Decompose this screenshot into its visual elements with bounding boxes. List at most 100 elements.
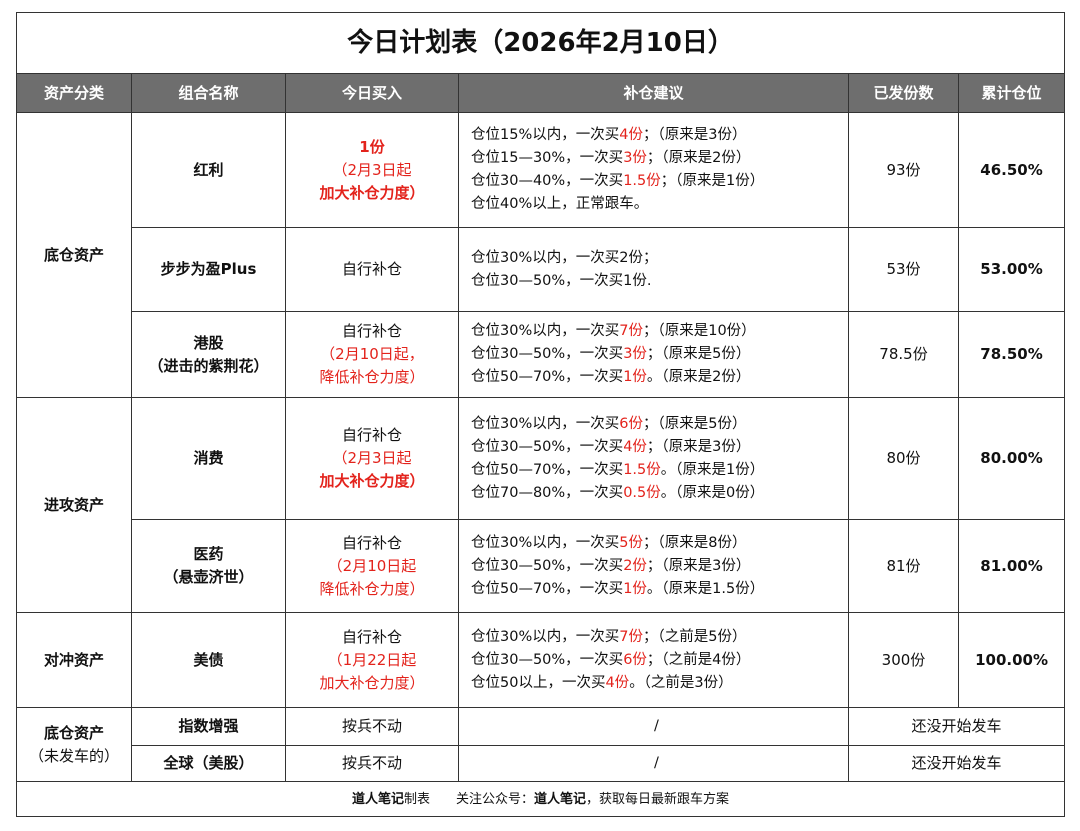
table-title: 今日计划表（2026年2月10日） xyxy=(15,12,1066,74)
table-row: 步步为盈Plus 自行补仓 仓位30%以内，一次买2份； 仓位30—50%，一次买1份… xyxy=(17,227,1066,312)
column-header: 组合名称 xyxy=(131,73,286,113)
text-segment: 仓位30—50%，一次买1份. xyxy=(471,272,652,289)
text-segment: 港股 xyxy=(193,333,224,352)
text-segment: ；（原来是5份） xyxy=(642,415,747,432)
column-header: 补仓建议 xyxy=(458,73,849,113)
text-segment: 已发份数 xyxy=(873,83,934,102)
text-segment: ；（原来是3份） xyxy=(646,438,751,455)
text-segment: 底仓资产 xyxy=(43,723,104,742)
portfolio-name: 红利 xyxy=(131,112,286,228)
text-segment: 7份 xyxy=(619,628,643,645)
text-line: 自行补仓 xyxy=(292,424,452,447)
text-segment: 。（原来是1份） xyxy=(660,461,765,478)
text-segment: 4份 xyxy=(623,438,647,455)
text-segment: 道人笔记 xyxy=(534,791,587,807)
position: 100.00% xyxy=(957,612,1066,708)
text-segment: 进攻资产 xyxy=(43,495,104,514)
text-segment: ；（原来是3份） xyxy=(646,557,751,574)
asset-category: 对冲资产 xyxy=(16,612,132,708)
table-row: 港股 （进击的紫荆花） 自行补仓 （2月10日起， 降低补仓力度） 仓位30%以内，一次买… xyxy=(17,311,1066,398)
text-line: 仓位30%以内，一次买7份；（之前是5份） xyxy=(471,626,842,649)
text-segment: ，获取每日最新跟车方案 xyxy=(586,791,730,807)
plan-table: 今日计划表（2026年2月10日） 资产分类 组合名称 今日买入 补仓建议 已发份数 累计仓… xyxy=(15,12,1066,817)
text-segment: 今日计划表（2026年2月10日） xyxy=(347,27,734,58)
text-line: 仓位70—80%，一次买0.5份。（原来是0份） xyxy=(471,482,842,505)
today-buy: 自行补仓 （2月3日起 加大补仓力度） xyxy=(285,397,459,520)
text-segment: / xyxy=(654,755,659,771)
text-line: 仓位30%以内，一次买5份；（原来是8份） xyxy=(471,532,842,555)
text-segment: 步步为盈Plus xyxy=(160,260,257,278)
text-segment: 累计仓位 xyxy=(981,83,1042,102)
text-line: 底仓资产 xyxy=(23,722,125,745)
text-segment: 组合名称 xyxy=(178,83,239,102)
text-segment: 红利 xyxy=(193,160,224,179)
asset-category: 底仓资产 xyxy=(16,112,132,398)
text-segment: 医药 xyxy=(193,545,224,563)
text-line: 仓位30—40%，一次买1.5份；（原来是1份） xyxy=(471,170,842,193)
advice: 仓位30%以内，一次买7份；（原来是10份） 仓位30—50%，一次买3份；（原来… xyxy=(458,311,849,398)
text-segment: 仓位30%以内，一次买 xyxy=(471,415,620,432)
text-segment: ；（原来是2份） xyxy=(646,150,751,166)
text-segment: 仓位15%以内，一次买 xyxy=(471,127,620,143)
text-segment: 2份 xyxy=(623,557,647,574)
text-segment: 仓位50—70%，一次买 xyxy=(471,580,624,597)
table-row: 全球（美股） 按兵不动 / 还没开始发车 xyxy=(17,745,1066,782)
text-segment: 自行补仓 xyxy=(341,322,402,340)
shares: 300份 xyxy=(848,612,959,708)
title-row: 今日计划表（2026年2月10日） xyxy=(15,12,1066,74)
status: 还没开始发车 xyxy=(847,707,1066,746)
position: 53.00% xyxy=(957,227,1066,312)
text-line: 自行补仓 xyxy=(292,320,452,343)
page: 今日计划表（2026年2月10日） 资产分类 组合名称 今日买入 补仓建议 已发份数 累计仓… xyxy=(15,12,1066,817)
today-buy: 自行补仓 （2月10日起， 降低补仓力度） xyxy=(285,311,459,398)
text-segment: 全球（美股） xyxy=(163,754,254,772)
text-line: 自行补仓 xyxy=(292,258,452,281)
text-line: / xyxy=(471,715,842,738)
position: 80.00% xyxy=(957,397,1066,520)
text-segment: （悬壶济世） xyxy=(163,568,254,586)
text-line: （进击的紫荆花） xyxy=(138,355,279,378)
text-segment: （2月3日起 xyxy=(332,449,412,467)
portfolio-name: 步步为盈Plus xyxy=(131,227,286,312)
text-line: 仓位30%以内，一次买6份；（原来是5份） xyxy=(471,413,842,436)
text-segment: 0.5份 xyxy=(623,484,661,501)
footer: 道人笔记制表 关注公众号：道人笔记，获取每日最新跟车方案 xyxy=(15,781,1066,817)
text-segment: 。（原来是0份） xyxy=(660,484,765,501)
text-line: 降低补仓力度） xyxy=(292,366,452,389)
table-row: 医药 （悬壶济世） 自行补仓 （2月10日起 降低补仓力度） 仓位30%以内，一次买5份；… xyxy=(17,519,1066,613)
text-segment: 自行补仓 xyxy=(341,533,402,552)
text-line: 步步为盈Plus xyxy=(138,258,279,281)
text-segment: 降低补仓力度） xyxy=(319,368,425,386)
text-segment: 消费 xyxy=(193,449,224,467)
text-line: 指数增强 xyxy=(138,715,279,738)
text-segment: 1份 xyxy=(623,369,647,385)
text-line: 1份 xyxy=(292,136,452,159)
text-segment: ；（原来是10份） xyxy=(642,323,756,339)
text-line: 加大补仓力度） xyxy=(292,672,452,695)
text-line: 美债 xyxy=(138,649,279,672)
text-segment: 6份 xyxy=(623,651,647,668)
text-segment: 1份 xyxy=(623,580,647,597)
text-segment: （未发车的） xyxy=(28,746,119,765)
text-line: 仓位15—30%，一次买3份；（原来是2份） xyxy=(471,147,842,170)
text-segment: （2月10日起， xyxy=(320,345,424,363)
text-line: 仓位50—70%，一次买1份。（原来是2份） xyxy=(471,366,842,389)
text-segment: 80份 xyxy=(886,449,921,467)
text-segment: ；（之前是5份） xyxy=(642,628,747,645)
shares: 80份 xyxy=(848,397,959,520)
text-segment: 仓位30—50%，一次买 xyxy=(471,438,624,455)
text-line: 自行补仓 xyxy=(292,532,452,555)
text-line: （2月3日起 xyxy=(292,447,452,470)
today-buy: 1份 （2月3日起 加大补仓力度） xyxy=(285,112,459,228)
text-segment: 指数增强 xyxy=(178,717,239,735)
text-line: 仓位30%以内，一次买7份；（原来是10份） xyxy=(471,320,842,343)
text-segment: 仓位30%以内，一次买 xyxy=(471,534,620,551)
text-segment: 道人笔记 xyxy=(352,791,405,807)
text-segment: 自行补仓 xyxy=(341,260,402,278)
text-segment: ；（原来是1份） xyxy=(660,173,765,189)
text-segment: 资产分类 xyxy=(43,83,104,102)
text-segment: 仓位50以上，一次买 xyxy=(471,674,606,691)
advice: / xyxy=(458,707,849,746)
text-segment: 还没开始发车 xyxy=(911,717,1002,735)
text-line: 红利 xyxy=(138,159,279,182)
